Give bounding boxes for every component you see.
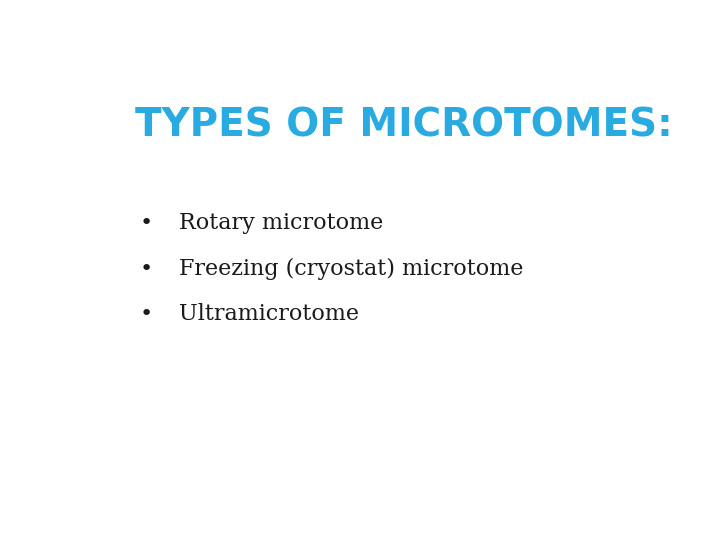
Text: •: • [139,259,153,279]
Text: Rotary microtome: Rotary microtome [179,212,384,234]
Text: •: • [139,213,153,233]
Text: Ultramicrotome: Ultramicrotome [179,303,359,325]
Text: •: • [139,304,153,325]
Text: TYPES OF MICROTOMES:: TYPES OF MICROTOMES: [135,106,672,144]
Text: Freezing (cryostat) microtome: Freezing (cryostat) microtome [179,258,523,280]
